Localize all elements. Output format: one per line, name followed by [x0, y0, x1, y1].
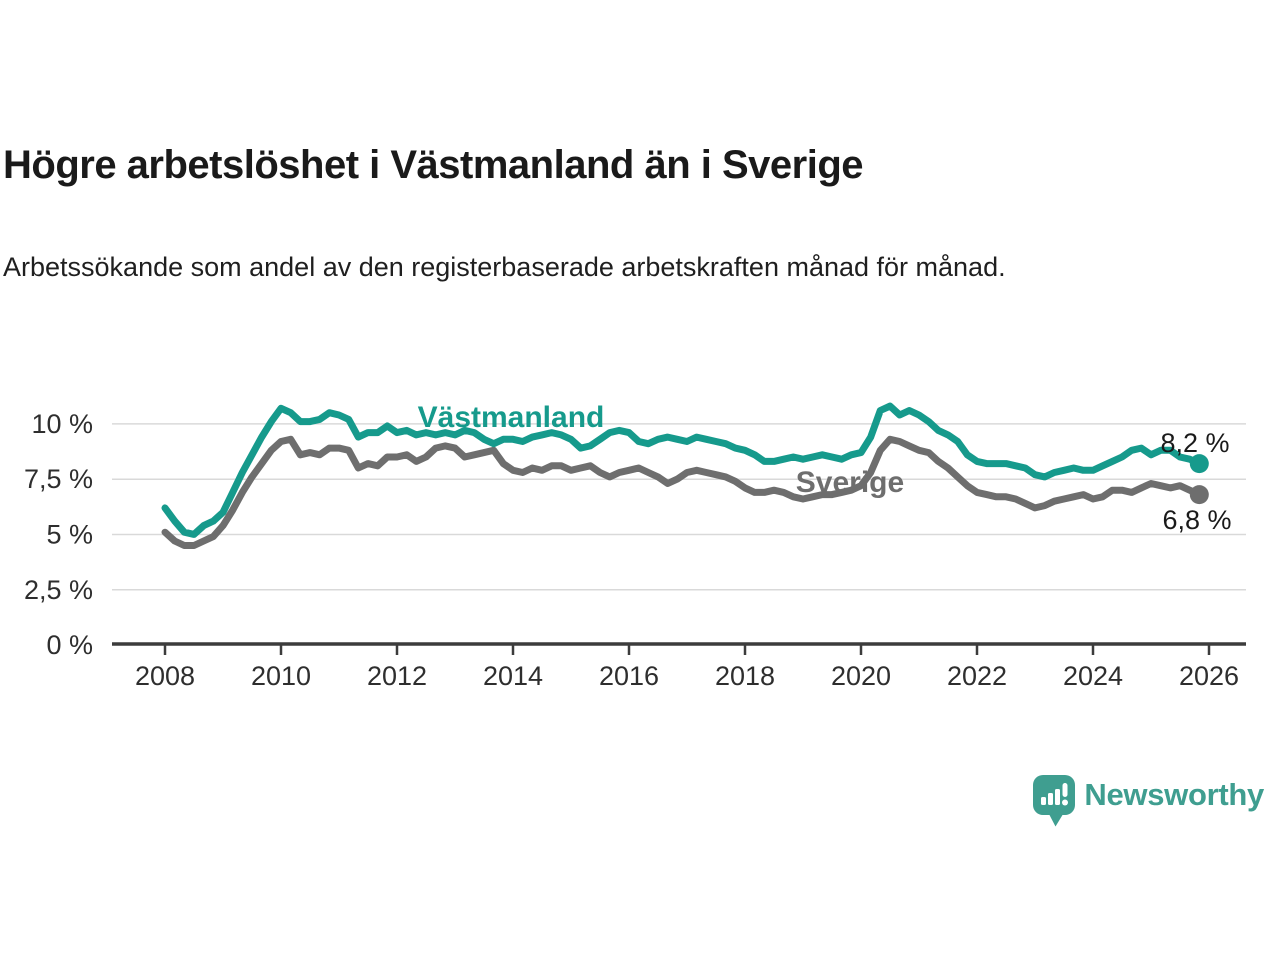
y-axis-labels: 0 % 2,5 % 5 % 7,5 % 10 % — [24, 409, 93, 660]
x-tick-2024: 2024 — [1063, 661, 1123, 691]
newsworthy-speech-bubble-chart-icon — [1033, 775, 1076, 827]
sverige-end-value-label: 6,8 % — [1162, 505, 1231, 535]
x-tick-2026: 2026 — [1179, 661, 1239, 691]
y-tick-5: 5 % — [46, 520, 93, 550]
sverige-series-label: Sverige — [796, 466, 904, 499]
newsworthy-logo: Newsworthy — [1033, 772, 1264, 827]
x-tick-2012: 2012 — [367, 661, 427, 691]
gridlines — [112, 423, 1246, 591]
x-axis-labels: 2008 2010 2012 2014 2016 2018 2020 2022 … — [135, 661, 1239, 691]
newsworthy-logo-text: Newsworthy — [1084, 777, 1264, 812]
x-tick-2022: 2022 — [947, 661, 1007, 691]
x-tick-2014: 2014 — [483, 661, 543, 691]
vastmanland-series-label: Västmanland — [418, 401, 605, 434]
unemployment-line-chart: 0 % 2,5 % 5 % 7,5 % 10 % 2008 2010 2012 … — [24, 401, 1246, 691]
vastmanland-line — [161, 402, 1203, 538]
sverige-line — [161, 435, 1203, 549]
sverige-end-dot — [1189, 485, 1209, 505]
page-subtitle: Arbetssökande som andel av den registerb… — [3, 252, 1006, 282]
x-tick-2010: 2010 — [251, 661, 311, 691]
y-tick-7-5: 7,5 % — [24, 464, 93, 494]
y-tick-0: 0 % — [46, 630, 93, 660]
vastmanland-end-value-label: 8,2 % — [1160, 428, 1229, 458]
x-tick-2016: 2016 — [599, 661, 659, 691]
y-tick-2-5: 2,5 % — [24, 575, 93, 605]
x-tick-2018: 2018 — [715, 661, 775, 691]
y-tick-10: 10 % — [31, 409, 93, 439]
x-tick-2020: 2020 — [831, 661, 891, 691]
page-title: Högre arbetslöshet i Västmanland än i Sv… — [3, 143, 864, 187]
x-axis-ticks — [163, 645, 1211, 655]
x-tick-2008: 2008 — [135, 661, 195, 691]
vastmanland-end-dot — [1189, 454, 1209, 474]
